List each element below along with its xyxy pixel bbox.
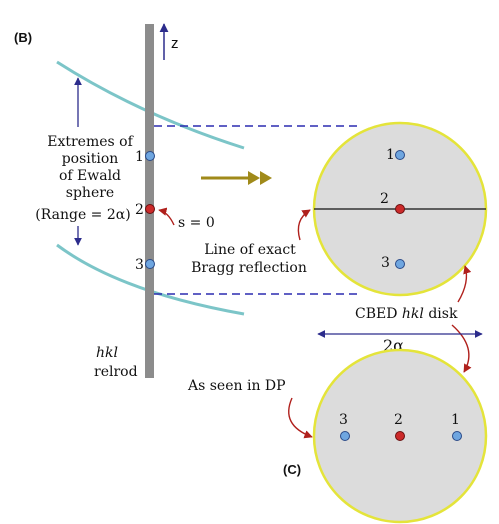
bragg-label-line1: Line of exact xyxy=(204,242,296,258)
disk-top-point-1-label: 1 xyxy=(386,147,395,163)
relrod-label-relrod: relrod xyxy=(94,364,138,380)
disk-bottom-point-3 xyxy=(340,431,350,441)
ewald-label-line3: of Ewald xyxy=(59,168,121,184)
disk-top-point-3 xyxy=(395,259,405,269)
relrod-bar xyxy=(145,24,154,378)
as-seen-label: As seen in DP xyxy=(187,378,286,394)
cbed-disk-label: CBED hkl disk xyxy=(355,306,458,322)
disk-bottom-point-1 xyxy=(452,431,462,441)
disk-top-point-2 xyxy=(395,204,405,214)
gold-arrow-head-1 xyxy=(248,171,260,185)
disk-top-point-3-label: 3 xyxy=(381,255,390,271)
panel-label-b: (B) xyxy=(14,30,32,45)
ewald-curve-lower xyxy=(56,243,245,316)
bragg-label-line2: Bragg reflection xyxy=(191,260,307,276)
cbed-label-prefix: CBED xyxy=(355,306,402,322)
relrod-point-2 xyxy=(145,204,155,214)
cbed-arrow-down xyxy=(451,324,472,373)
disk-top-point-2-label: 2 xyxy=(380,191,389,207)
relrod-point-2-label: 2 xyxy=(135,202,144,218)
s-zero-label: s = 0 xyxy=(178,215,215,231)
z-axis-label: z xyxy=(171,35,179,52)
disk-top-point-1 xyxy=(395,150,405,160)
ewald-label-line4: sphere xyxy=(66,185,114,201)
cbed-label-hkl: hkl xyxy=(402,306,424,322)
cbed-arrow-up xyxy=(457,265,472,303)
cbed-label-suffix: disk xyxy=(428,306,458,322)
relrod-point-1 xyxy=(145,151,155,161)
relrod-point-1-label: 1 xyxy=(135,149,144,165)
ewald-label-line1: Extremes of xyxy=(47,134,134,150)
relrod-label-hkl: hkl xyxy=(96,345,118,361)
ewald-label-line2: position xyxy=(62,151,119,167)
relrod-point-3-label: 3 xyxy=(135,257,144,273)
relrod-point-3 xyxy=(145,259,155,269)
ewald-range-label: (Range = 2α) xyxy=(35,207,130,223)
s-zero-arrow xyxy=(158,207,175,226)
disk-bottom-point-2 xyxy=(395,431,405,441)
bragg-arrow xyxy=(297,209,311,241)
disk-bottom-point-3-label: 3 xyxy=(339,412,348,428)
as-seen-arrow xyxy=(288,397,313,439)
disk-bottom-point-1-label: 1 xyxy=(451,412,460,428)
gold-arrow-head-2 xyxy=(260,171,272,185)
disk-bottom-point-2-label: 2 xyxy=(394,412,403,428)
panel-label-c: (C) xyxy=(283,462,301,477)
